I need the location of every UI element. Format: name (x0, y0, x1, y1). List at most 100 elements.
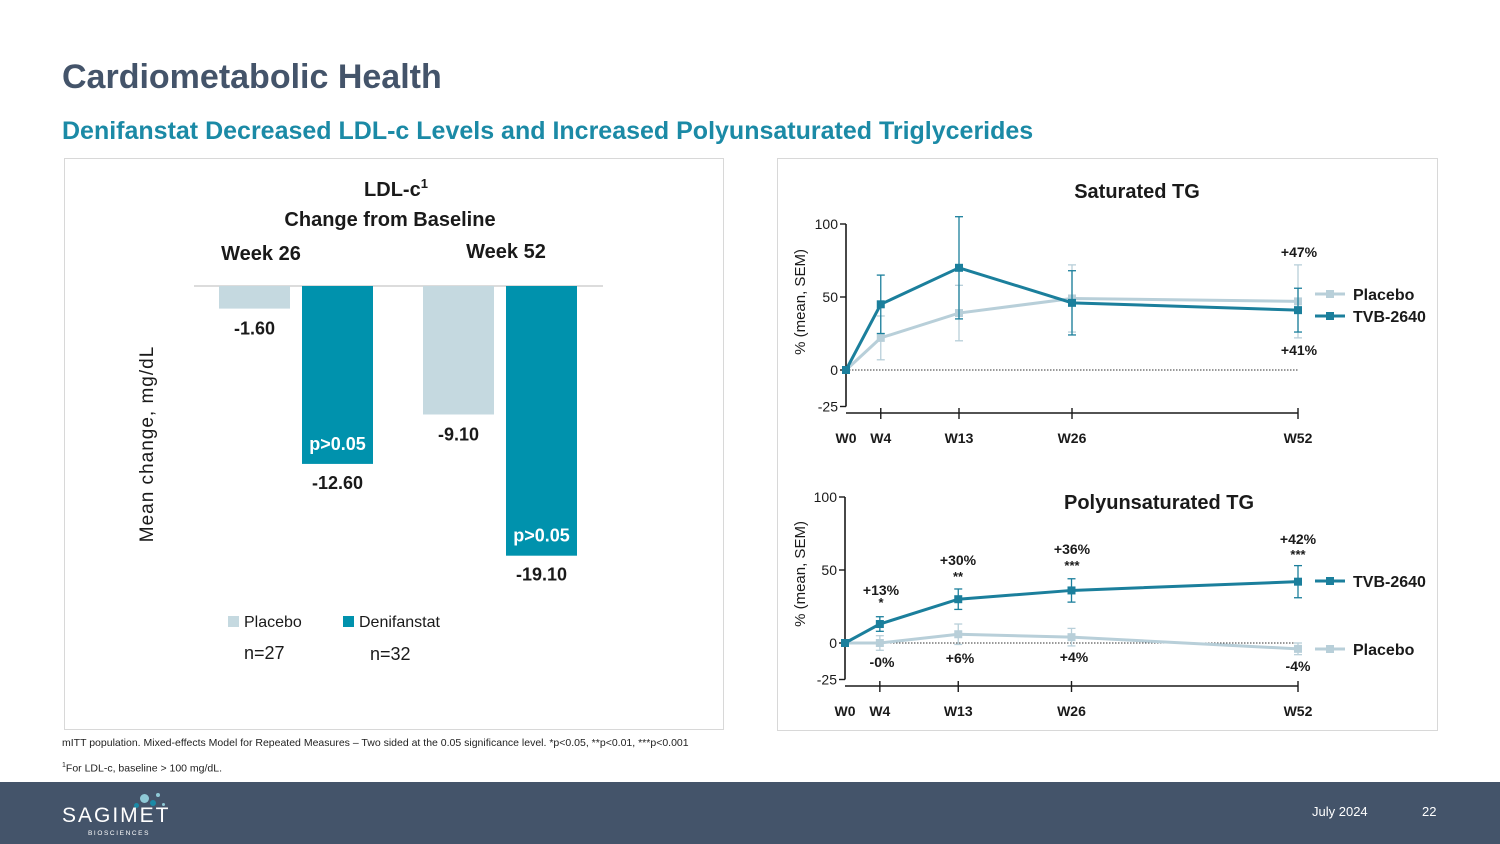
significance-marker: ** (953, 569, 964, 584)
significance-marker: * (878, 595, 884, 610)
page-subtitle: Denifanstat Decreased LDL-c Levels and I… (62, 117, 1034, 145)
legend-marker-placebo (1326, 645, 1334, 653)
data-point-placebo (1294, 644, 1302, 653)
bar-denifanstat-week26 (302, 286, 373, 464)
ldl-y-axis-label: Mean change, mg/dL (137, 346, 158, 543)
footer-bar: SAGIMET BIOSCIENCES July 2024 22 (0, 782, 1500, 844)
x-tick-label: W52 (1284, 703, 1313, 719)
legend-marker-tvb2640 (1326, 577, 1334, 585)
pvalue-label: p>0.05 (309, 434, 366, 454)
polyunsaturated-tg-title: Polyunsaturated TG (1064, 492, 1254, 514)
bar-value-label: -19.10 (516, 565, 567, 585)
y-tick-label: 50 (822, 289, 838, 305)
data-point-tvb2640 (954, 595, 963, 604)
significance-marker: *** (1064, 558, 1080, 573)
polyunsaturated-tg-chart: Polyunsaturated TG % (mean, SEM) -25 0 50 1… (792, 489, 1426, 719)
saturated-tg-title: Saturated TG (1074, 181, 1200, 203)
y-tick-label: 0 (829, 635, 837, 651)
footnote-baseline: 1For LDL-c, baseline > 100 mg/dL. (62, 762, 223, 775)
sagimet-logo: SAGIMET BIOSCIENCES (58, 790, 188, 838)
point-label-tvb2640: +36% (1054, 541, 1091, 557)
data-point-tvb2640 (955, 263, 963, 272)
y-tick-label: -25 (818, 399, 838, 415)
data-point-tvb2640 (1294, 306, 1302, 315)
x-tick-label: W26 (1058, 430, 1087, 446)
bar-value-label: -12.60 (312, 473, 363, 493)
point-label-tvb2640: +13% (863, 582, 900, 598)
point-label-placebo: +6% (946, 650, 975, 666)
y-tick-label: -25 (817, 672, 837, 688)
data-point-tvb2640 (841, 639, 849, 647)
x-tick-label: W4 (869, 703, 890, 719)
x-tick-label: W0 (835, 703, 856, 719)
polyunsaturated-tg-y-label: % (mean, SEM) (792, 521, 809, 627)
footnote-methods: mITT population. Mixed-effects Model for… (62, 737, 689, 749)
pvalue-label: p>0.05 (513, 526, 570, 546)
legend-label-placebo: Placebo (1353, 287, 1415, 304)
significance-marker: *** (1290, 547, 1306, 562)
point-label-placebo: -0% (870, 654, 895, 670)
legend-marker-placebo (1326, 290, 1334, 298)
bar-placebo-week52 (423, 286, 494, 415)
data-point-tvb2640 (876, 300, 885, 309)
n-placebo: n=27 (244, 643, 285, 663)
x-tick-label: W0 (836, 430, 857, 446)
data-point-placebo (1067, 633, 1076, 642)
x-tick-label: W52 (1284, 430, 1313, 446)
logo-wordmark: SAGIMET (62, 804, 171, 827)
data-point-tvb2640 (842, 366, 850, 374)
group-label-week26: Week 26 (221, 243, 301, 265)
bar-denifanstat-week52 (506, 286, 577, 556)
point-label-placebo: -4% (1286, 658, 1311, 674)
logo-subtext: BIOSCIENCES (88, 830, 151, 837)
n-denifanstat: n=32 (370, 644, 411, 664)
legend-label-tvb2640: TVB-2640 (1353, 309, 1426, 326)
logo-dot-icon (134, 803, 139, 808)
ldl-chart-title: LDL-c1 (364, 176, 428, 201)
bar-value-label: -1.60 (234, 319, 275, 339)
y-tick-label: 0 (830, 362, 838, 378)
group-label-week52: Week 52 (466, 241, 546, 263)
point-label-placebo: +4% (1060, 649, 1089, 665)
y-tick-label: 50 (821, 562, 837, 578)
footer-date: July 2024 (1312, 804, 1368, 819)
legend-label-denifanstat: Denifanstat (359, 614, 440, 631)
ldl-chart-panel: LDL-c1 Change from Baseline Week 26 Week… (64, 158, 724, 730)
data-point-tvb2640 (1067, 586, 1076, 595)
legend-swatch-denifanstat (343, 616, 354, 627)
saturated-tg-y-label: % (mean, SEM) (792, 249, 809, 355)
point-label-tvb2640: +30% (940, 552, 977, 568)
bar-value-label: -9.10 (438, 424, 479, 444)
logo-dot-icon (140, 794, 149, 803)
tg-line-charts: Saturated TG % (mean, SEM) -25 0 50 100 W0 W4… (792, 181, 1426, 719)
ldl-bar-chart: LDL-c1 Change from Baseline Week 26 Week… (137, 176, 603, 664)
end-label-tvb2640: +41% (1281, 342, 1318, 358)
page-number: 22 (1422, 804, 1437, 819)
logo-dot-icon (150, 800, 156, 806)
tg-chart-panel: Saturated TG % (mean, SEM) -25 0 50 100 W0 W4… (777, 158, 1438, 731)
saturated-tg-chart: Saturated TG % (mean, SEM) -25 0 50 100 W0 W4… (792, 181, 1426, 446)
x-tick-label: W26 (1057, 703, 1086, 719)
legend-label-placebo: Placebo (1353, 642, 1415, 659)
legend-label-tvb2640: TVB-2640 (1353, 574, 1426, 591)
point-label-tvb2640: +42% (1280, 531, 1317, 547)
x-tick-label: W13 (944, 703, 973, 719)
legend-marker-tvb2640 (1326, 312, 1334, 320)
logo-dot-icon (156, 793, 160, 797)
data-point-placebo (876, 333, 885, 342)
y-tick-label: 100 (814, 489, 838, 505)
data-point-tvb2640 (875, 620, 884, 629)
bar-placebo-week26 (219, 286, 290, 309)
legend-swatch-placebo (228, 616, 239, 627)
legend-label-placebo: Placebo (244, 614, 302, 631)
data-point-tvb2640 (1068, 298, 1076, 307)
logo-dot-icon (162, 803, 165, 806)
data-point-tvb2640 (1294, 577, 1302, 586)
data-point-placebo (875, 639, 884, 647)
y-tick-label: 100 (815, 216, 839, 232)
end-label-placebo: +47% (1281, 244, 1318, 260)
x-tick-label: W4 (870, 430, 891, 446)
x-tick-label: W13 (945, 430, 974, 446)
ldl-chart-subtitle: Change from Baseline (284, 209, 495, 231)
page-title: Cardiometabolic Health (62, 58, 442, 96)
